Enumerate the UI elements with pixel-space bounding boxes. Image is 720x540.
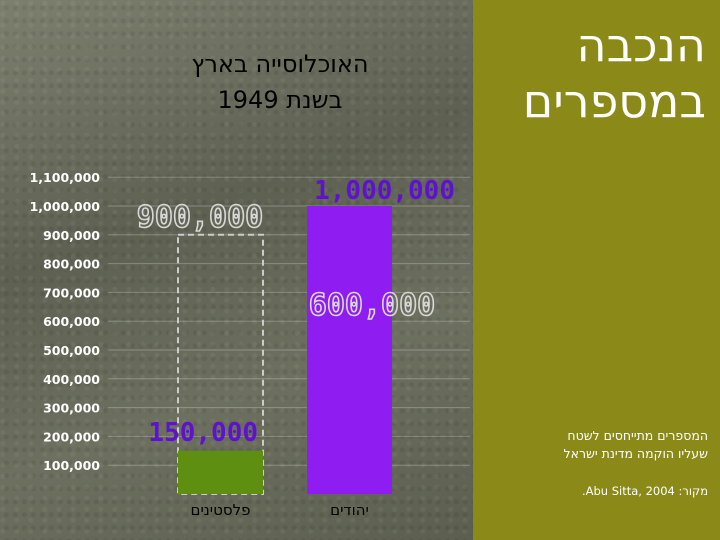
chart-title-line1: האוכלוסייה בארץ — [191, 50, 369, 78]
y-tick-label: 100,000 — [43, 458, 100, 473]
category-label: פלסטינים — [190, 501, 250, 519]
population-bar — [307, 206, 392, 494]
sidebar-title-line2: במספרים — [522, 74, 706, 128]
category-label: יהודים — [330, 501, 369, 519]
note-line2: שעליו הוקמה מדינת ישראל — [563, 446, 708, 461]
y-tick-label: 300,000 — [43, 401, 100, 416]
y-tick-label: 1,000,000 — [30, 199, 101, 214]
y-tick-label: 600,000 — [43, 314, 100, 329]
previous-population-outline — [177, 233, 264, 496]
y-tick-label: 400,000 — [43, 372, 100, 387]
y-tick-label: 700,000 — [43, 285, 100, 300]
y-tick-label: 1,100,000 — [30, 170, 101, 185]
y-tick-label: 800,000 — [43, 257, 100, 272]
previous-value-label: 600,000 — [309, 288, 435, 323]
y-tick-label: 200,000 — [43, 429, 100, 444]
source-note: מקור: Abu Sitta, 2004. — [581, 484, 708, 498]
title-sidebar: הנכבה במספרים המספרים מתייחסים לשטח שעלי… — [473, 0, 720, 540]
population-bar — [178, 450, 263, 494]
y-tick-label: 900,000 — [43, 228, 100, 243]
y-tick-label: 500,000 — [43, 343, 100, 358]
value-label: 150,000 — [148, 418, 258, 448]
value-label: 1,000,000 — [314, 176, 455, 206]
note-line1: המספרים מתייחסים לשטח — [567, 428, 708, 443]
chart-title-line2: בשנת 1949 — [217, 86, 343, 114]
previous-value-label: 900,000 — [137, 200, 263, 235]
sidebar-title-line1: הנכבה — [576, 18, 706, 72]
